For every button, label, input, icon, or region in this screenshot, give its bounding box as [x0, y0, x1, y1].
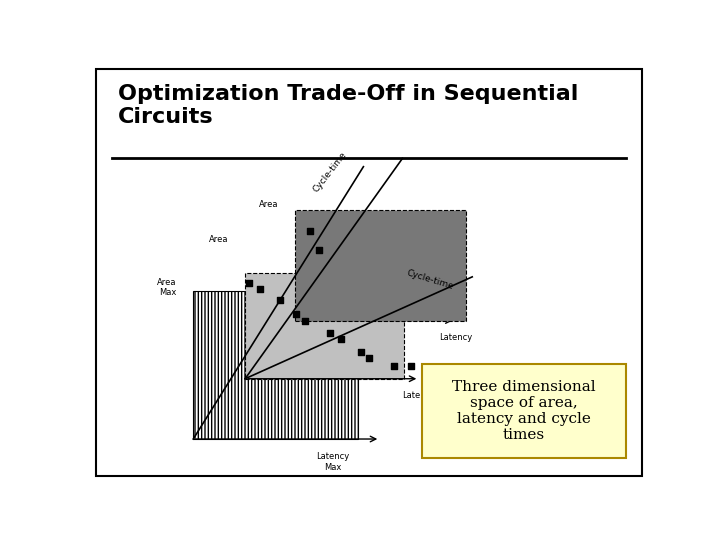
Point — [313, 246, 325, 254]
Text: Area: Area — [209, 235, 228, 244]
Point — [324, 329, 336, 338]
Point — [254, 285, 266, 294]
FancyBboxPatch shape — [422, 364, 626, 458]
Text: Latency
Max: Latency Max — [316, 453, 349, 472]
Point — [388, 362, 400, 370]
Text: Cycle-time: Cycle-time — [406, 268, 455, 292]
Point — [336, 335, 347, 343]
Point — [364, 354, 375, 362]
Point — [291, 310, 302, 319]
Bar — [245, 273, 404, 379]
Point — [243, 279, 255, 287]
Text: Area: Area — [259, 200, 279, 208]
Text: Optimization Trade-Off in Sequential
Circuits: Optimization Trade-Off in Sequential Cir… — [118, 84, 578, 127]
Text: Cycle-time: Cycle-time — [311, 150, 348, 194]
Point — [305, 227, 316, 235]
Text: Latency: Latency — [402, 391, 436, 400]
Point — [274, 295, 286, 304]
Text: Three dimensional
space of area,
latency and cycle
times: Three dimensional space of area, latency… — [452, 380, 595, 442]
Point — [405, 362, 417, 370]
Bar — [295, 210, 466, 321]
Point — [299, 316, 310, 325]
Text: Area
Max: Area Max — [157, 278, 176, 297]
Point — [355, 347, 366, 356]
Bar — [193, 292, 358, 439]
Text: Latency: Latency — [439, 333, 472, 342]
